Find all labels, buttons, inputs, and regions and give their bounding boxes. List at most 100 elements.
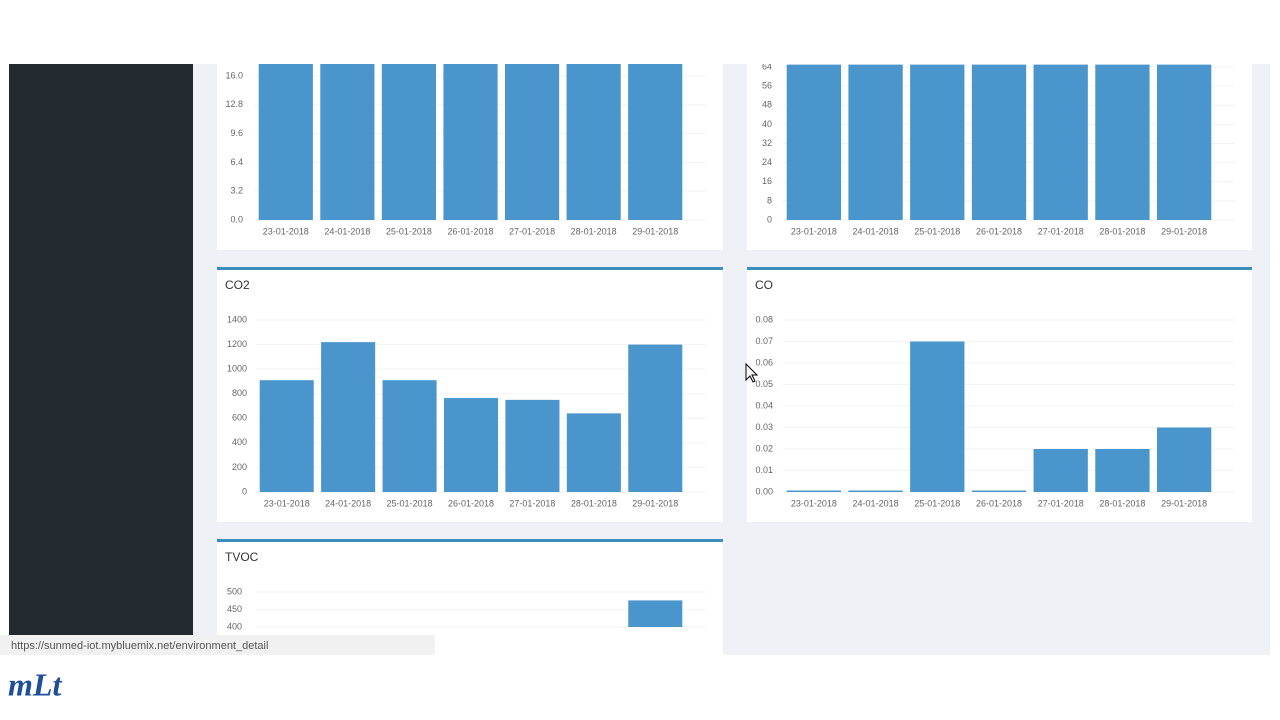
y-tick-label: 0.00 [755, 486, 773, 496]
y-tick-label: 3.2 [230, 186, 243, 196]
x-tick-label: 29-01-2018 [632, 226, 678, 236]
y-tick-label: 0.0 [230, 214, 243, 224]
bar [443, 64, 498, 220]
y-tick-label: 24 [762, 157, 772, 167]
bar [504, 64, 560, 220]
y-tick-label: 16 [762, 176, 772, 186]
x-tick-label: 29-01-2018 [1161, 226, 1207, 236]
x-tick-label: 29-01-2018 [1161, 498, 1207, 508]
sidebar [9, 64, 193, 635]
bar [320, 64, 375, 220]
bar [1156, 64, 1212, 220]
x-tick-label: 23-01-2018 [791, 498, 837, 508]
bar [259, 380, 314, 492]
x-tick-label: 29-01-2018 [632, 498, 678, 508]
bar [566, 64, 621, 220]
x-tick-label: 26-01-2018 [448, 498, 494, 508]
y-tick-label: 8 [767, 195, 772, 205]
x-tick-label: 27-01-2018 [509, 226, 555, 236]
y-tick-label: 400 [227, 621, 242, 631]
y-tick-label: 40 [762, 119, 772, 129]
chart-title: TVOC [225, 550, 259, 564]
y-tick-label: 200 [232, 462, 247, 472]
x-tick-label: 25-01-2018 [387, 498, 433, 508]
y-tick-label: 0.04 [755, 400, 773, 410]
chart: 0 8 16 24 32 40 48 56 64 23-01-2018 24-01-2018 25-0… [762, 61, 1235, 236]
y-tick-label: 800 [232, 388, 247, 398]
y-tick-label: 0.06 [755, 357, 773, 367]
status-url: https://sunmed-iot.mybluemix.net/environ… [11, 640, 268, 652]
bar [1033, 64, 1088, 220]
y-tick-label: 9.6 [230, 128, 243, 138]
x-tick-label: 27-01-2018 [1038, 498, 1084, 508]
x-tick-label: 28-01-2018 [571, 498, 617, 508]
y-tick-label: 1000 [227, 364, 247, 374]
x-tick-label: 24-01-2018 [853, 498, 899, 508]
bar [505, 399, 560, 492]
x-tick-label: 25-01-2018 [914, 498, 960, 508]
x-tick-label: 27-01-2018 [509, 498, 555, 508]
y-tick-label: 12.8 [225, 99, 243, 109]
bar [1033, 449, 1088, 492]
chart: 0 200 400 600 800 1000 1200 1400 23-01-2018 24-01… [227, 314, 706, 508]
bar [910, 341, 965, 492]
bar [382, 380, 437, 492]
x-tick-label: 26-01-2018 [976, 226, 1022, 236]
panel-border [217, 267, 723, 270]
x-tick-label: 23-01-2018 [791, 226, 837, 236]
chart: 400 450 500 [227, 586, 706, 631]
charts: 0.0 3.2 6.4 9.6 12.8 16.0 23-01-2018 24-01-2018… [225, 61, 1235, 631]
bar [786, 64, 842, 220]
y-tick-label: 0.07 [755, 336, 773, 346]
y-tick-label: 16.0 [225, 70, 243, 80]
y-tick-label: 0 [242, 486, 247, 496]
bar [381, 64, 437, 220]
y-tick-label: 0.03 [755, 422, 773, 432]
status-bar [0, 635, 435, 655]
bar [848, 490, 903, 492]
y-tick-label: 600 [232, 413, 247, 423]
bar [628, 344, 683, 492]
x-tick-label: 28-01-2018 [1099, 226, 1145, 236]
bar [258, 64, 313, 220]
y-tick-label: 500 [227, 586, 242, 596]
y-tick-label: 48 [762, 100, 772, 110]
y-tick-label: 6.4 [230, 157, 243, 167]
x-tick-label: 26-01-2018 [447, 226, 493, 236]
bar [1095, 449, 1150, 492]
y-tick-label: 0.01 [755, 465, 773, 475]
x-tick-label: 25-01-2018 [914, 226, 960, 236]
chart-title: CO2 [225, 278, 250, 292]
bar [786, 490, 842, 492]
y-tick-label: 0.08 [755, 314, 773, 324]
x-tick-label: 24-01-2018 [324, 226, 370, 236]
bar [628, 600, 683, 627]
y-tick-label: 450 [227, 604, 242, 614]
y-tick-label: 0.05 [755, 379, 773, 389]
x-tick-label: 27-01-2018 [1038, 226, 1084, 236]
bar [910, 64, 965, 220]
y-tick-label: 64 [762, 61, 772, 71]
x-tick-label: 25-01-2018 [386, 226, 432, 236]
x-tick-label: 28-01-2018 [1099, 498, 1145, 508]
bar [1095, 64, 1150, 220]
bar [971, 64, 1027, 220]
x-tick-label: 23-01-2018 [264, 498, 310, 508]
x-tick-label: 23-01-2018 [263, 226, 309, 236]
bar [443, 398, 499, 492]
x-tick-label: 24-01-2018 [325, 498, 371, 508]
chart: 0.00 0.01 0.02 0.03 0.04 0.05 0.06 0.07 0.08 23-0… [755, 314, 1235, 508]
bar [971, 490, 1027, 492]
x-tick-label: 26-01-2018 [976, 498, 1022, 508]
y-tick-label: 56 [762, 81, 772, 91]
y-tick-label: 32 [762, 138, 772, 148]
y-tick-label: 1400 [227, 314, 247, 324]
y-tick-label: 400 [232, 437, 247, 447]
chart-title: CO [755, 278, 773, 292]
y-tick-label: 1200 [227, 339, 247, 349]
logo: mLt [8, 666, 62, 702]
x-tick-label: 28-01-2018 [571, 226, 617, 236]
bar [628, 64, 683, 220]
